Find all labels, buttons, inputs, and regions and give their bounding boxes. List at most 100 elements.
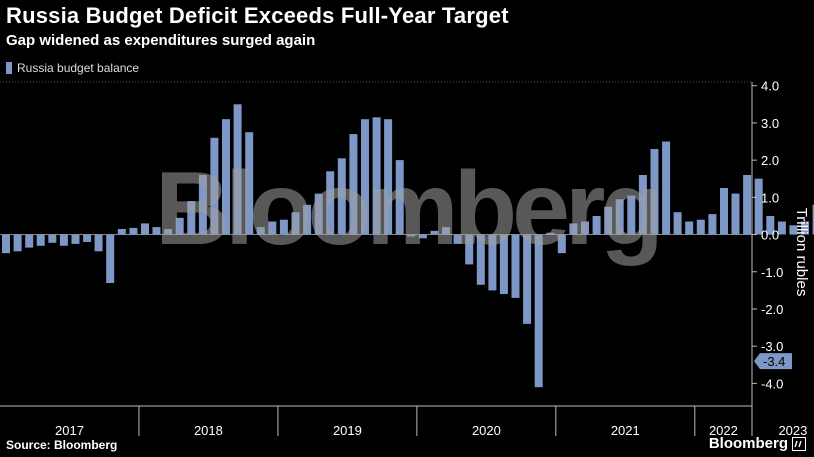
x-tick-label: 2018: [194, 423, 223, 438]
bar: [279, 219, 288, 235]
bar: [801, 221, 809, 235]
bar: [187, 201, 196, 235]
bar: [638, 175, 647, 235]
bar: [685, 221, 694, 235]
bar: [650, 149, 659, 235]
bar: [488, 234, 497, 291]
y-tick-label: -3.0: [761, 339, 783, 354]
y-tick-label: -2.0: [761, 302, 783, 317]
bar: [743, 175, 752, 235]
bar: [615, 199, 624, 235]
bar: [233, 104, 242, 235]
bar: [291, 212, 300, 235]
last-value-label: -3.4: [763, 354, 785, 369]
bar: [569, 223, 578, 235]
bar: [430, 230, 439, 235]
chart-title: Russia Budget Deficit Exceeds Full-Year …: [6, 3, 509, 28]
bar: [59, 234, 68, 246]
bar: [268, 221, 277, 235]
bar: [673, 212, 682, 235]
y-tick-label: 1.0: [761, 190, 779, 205]
bar: [372, 117, 381, 235]
brand-name: Bloomberg: [708, 435, 788, 452]
bar: [164, 229, 173, 235]
bar: [627, 195, 636, 235]
bar: [418, 234, 427, 239]
legend-swatch: [6, 62, 12, 74]
bar: [395, 160, 404, 235]
bar: [581, 221, 589, 235]
bar: [175, 217, 184, 235]
bar: [511, 234, 520, 298]
bar: [720, 188, 728, 235]
bar: [349, 134, 358, 235]
bar: [222, 119, 230, 235]
bar: [708, 214, 717, 235]
bar: [476, 234, 485, 285]
bar: [106, 234, 115, 283]
y-tick-label: 2.0: [761, 153, 779, 168]
legend: Russia budget balance: [6, 61, 139, 75]
x-tick-label: 2021: [611, 423, 640, 438]
bar: [361, 119, 369, 235]
bar: [766, 216, 775, 235]
y-tick-label: -4.0: [761, 376, 783, 391]
brand-logo: Bloomberg: [709, 435, 806, 452]
bar: [25, 234, 34, 248]
bar: [36, 234, 45, 246]
bar: [812, 204, 814, 235]
bar: [152, 227, 161, 235]
bar: [94, 234, 103, 252]
x-tick-label: 2019: [333, 423, 362, 438]
bar: [662, 141, 671, 235]
bar: [48, 234, 57, 243]
bar: [604, 206, 613, 235]
bar: [557, 234, 566, 254]
bar: [2, 234, 10, 254]
bar: [326, 171, 335, 235]
bar: [245, 132, 254, 235]
y-tick-label: -1.0: [761, 265, 783, 280]
bar: [117, 229, 126, 235]
y-tick-label: 3.0: [761, 116, 779, 131]
y-axis-title: Trillion rubles: [793, 208, 810, 297]
x-tick-label: 2020: [472, 423, 501, 438]
bar: [754, 178, 763, 235]
x-tick-label: 2023: [778, 423, 807, 438]
bar: [777, 221, 786, 235]
bar: [592, 216, 601, 235]
source-note: Source: Bloomberg: [6, 438, 118, 452]
bar: [210, 137, 219, 235]
chart-subtitle: Gap widened as expenditures surged again: [6, 32, 316, 49]
x-tick-label: 2022: [709, 423, 738, 438]
legend-label: Russia budget balance: [17, 61, 140, 75]
bar: [198, 175, 207, 235]
bar: [453, 234, 462, 244]
y-tick-label: 0.0: [761, 228, 779, 243]
bar: [465, 234, 474, 265]
bar: [13, 234, 22, 252]
bar: [696, 219, 705, 235]
bar: [546, 232, 555, 235]
bar: [83, 234, 92, 242]
bar: [789, 225, 798, 235]
terminal-icon: [792, 436, 806, 451]
bar: [534, 234, 543, 388]
bar: [407, 234, 416, 237]
bar: [499, 234, 508, 295]
bar: [337, 158, 346, 235]
bar: [141, 223, 149, 235]
x-tick-label: 2017: [55, 423, 84, 438]
bar: [442, 227, 450, 235]
bar: [523, 234, 532, 324]
bar: [731, 193, 740, 235]
y-tick-label: 4.0: [761, 79, 779, 94]
bar: [384, 119, 393, 235]
last-value-callout: [754, 353, 792, 370]
bar: [129, 227, 138, 235]
bar: [71, 234, 80, 244]
bar: [256, 227, 265, 235]
bar: [303, 204, 312, 235]
bar: [314, 193, 323, 235]
